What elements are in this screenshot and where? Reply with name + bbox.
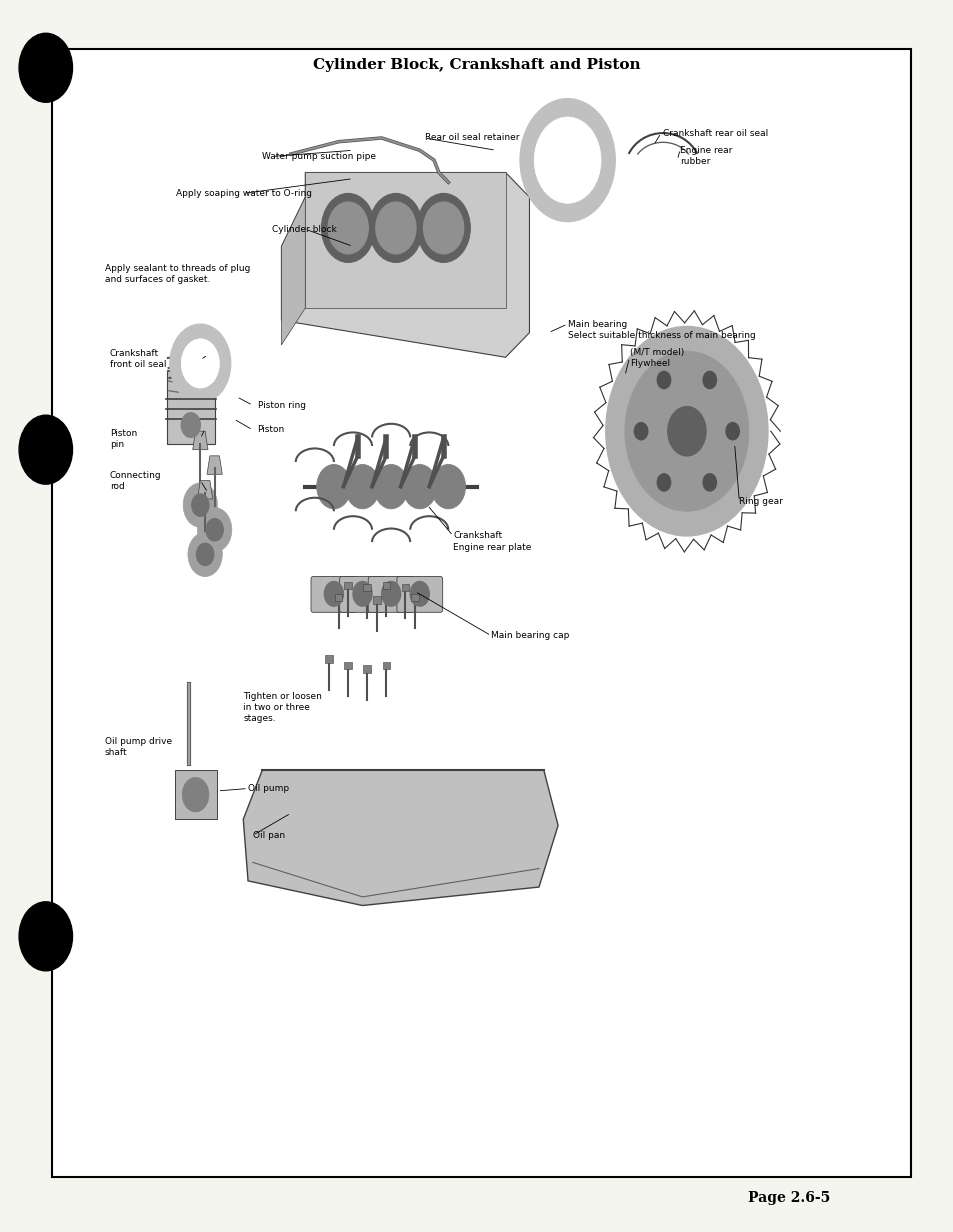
Circle shape (316, 464, 351, 509)
Bar (363, 584, 371, 591)
Bar (411, 594, 418, 601)
Circle shape (19, 33, 72, 102)
Bar (325, 655, 333, 663)
Text: Cylinder block: Cylinder block (272, 224, 336, 234)
Circle shape (381, 582, 400, 606)
Text: Engine rear: Engine rear (679, 145, 732, 155)
Text: Piston ring: Piston ring (257, 400, 305, 410)
Text: Rear oil seal retainer: Rear oil seal retainer (424, 133, 518, 143)
Text: Cylinder Block, Crankshaft and Piston: Cylinder Block, Crankshaft and Piston (313, 58, 640, 73)
Circle shape (605, 326, 767, 536)
Bar (373, 596, 380, 604)
Polygon shape (281, 172, 529, 357)
Text: Select suitable thickness of main bearing: Select suitable thickness of main bearin… (567, 330, 755, 340)
Circle shape (634, 423, 647, 440)
Bar (344, 582, 352, 589)
Circle shape (534, 117, 600, 203)
Circle shape (324, 582, 343, 606)
Text: front oil seal: front oil seal (110, 360, 166, 370)
Text: Engine rear plate: Engine rear plate (453, 542, 531, 552)
Circle shape (702, 371, 716, 388)
Circle shape (431, 464, 465, 509)
Circle shape (196, 543, 213, 565)
Circle shape (657, 371, 670, 388)
Text: and surfaces of gasket.: and surfaces of gasket. (105, 275, 210, 285)
Polygon shape (193, 431, 208, 450)
Circle shape (416, 193, 470, 262)
Polygon shape (243, 770, 558, 906)
Polygon shape (207, 456, 222, 474)
Text: Oil pump drive: Oil pump drive (105, 737, 172, 747)
FancyBboxPatch shape (396, 577, 442, 612)
Text: Oil pan: Oil pan (253, 830, 285, 840)
Text: in two or three: in two or three (243, 702, 310, 712)
Polygon shape (305, 172, 505, 308)
Circle shape (181, 339, 219, 388)
Text: stages.: stages. (243, 713, 275, 723)
Circle shape (170, 324, 231, 403)
Circle shape (375, 202, 416, 254)
Text: Oil pump: Oil pump (248, 784, 289, 793)
Circle shape (192, 494, 209, 516)
Text: Main bearing cap: Main bearing cap (491, 631, 569, 641)
Text: rod: rod (110, 482, 124, 492)
Circle shape (182, 777, 209, 812)
Text: Apply sealant to threads of plug: Apply sealant to threads of plug (105, 264, 250, 274)
Circle shape (183, 483, 217, 527)
Text: pin: pin (110, 440, 124, 450)
Circle shape (702, 474, 716, 492)
Bar (174, 770, 216, 819)
Circle shape (725, 423, 739, 440)
Text: Connecting: Connecting (110, 471, 161, 480)
Circle shape (19, 415, 72, 484)
Text: Crankshaft rear oil seal: Crankshaft rear oil seal (662, 128, 767, 138)
Text: Apply soaping water to O-ring: Apply soaping water to O-ring (176, 188, 313, 198)
Text: Piston: Piston (110, 429, 137, 439)
Text: Tighten or loosen: Tighten or loosen (243, 691, 322, 701)
Text: Ring gear: Ring gear (739, 496, 782, 506)
Text: Water pump suction pipe: Water pump suction pipe (262, 152, 375, 161)
FancyBboxPatch shape (368, 577, 414, 612)
Circle shape (423, 202, 463, 254)
Circle shape (410, 582, 429, 606)
Circle shape (188, 532, 222, 577)
Bar (335, 594, 342, 601)
Circle shape (345, 464, 379, 509)
Bar (382, 662, 390, 669)
Circle shape (374, 464, 408, 509)
FancyBboxPatch shape (339, 577, 385, 612)
Polygon shape (281, 197, 305, 345)
Bar (401, 584, 409, 591)
Circle shape (328, 202, 368, 254)
Text: shaft: shaft (105, 748, 128, 758)
Polygon shape (197, 480, 213, 499)
Circle shape (353, 582, 372, 606)
Text: Crankshaft: Crankshaft (453, 531, 501, 541)
Circle shape (19, 902, 72, 971)
Circle shape (369, 193, 422, 262)
FancyBboxPatch shape (311, 577, 356, 612)
Text: (M/T model): (M/T model) (629, 347, 683, 357)
Bar (382, 582, 390, 589)
Text: Main bearing: Main bearing (567, 319, 626, 329)
Text: Flywheel: Flywheel (629, 359, 669, 368)
Text: rubber: rubber (679, 156, 710, 166)
Text: Page 2.6-5: Page 2.6-5 (747, 1190, 829, 1205)
Text: Piston: Piston (257, 425, 285, 435)
Circle shape (402, 464, 436, 509)
Circle shape (657, 474, 670, 492)
Circle shape (321, 193, 375, 262)
Circle shape (206, 519, 223, 541)
Circle shape (624, 351, 748, 511)
Circle shape (519, 99, 615, 222)
Bar (344, 662, 352, 669)
Bar (167, 370, 214, 444)
Text: Crankshaft: Crankshaft (110, 349, 158, 359)
Circle shape (667, 407, 705, 456)
Bar (363, 665, 371, 673)
Circle shape (197, 508, 232, 552)
Circle shape (181, 413, 200, 437)
